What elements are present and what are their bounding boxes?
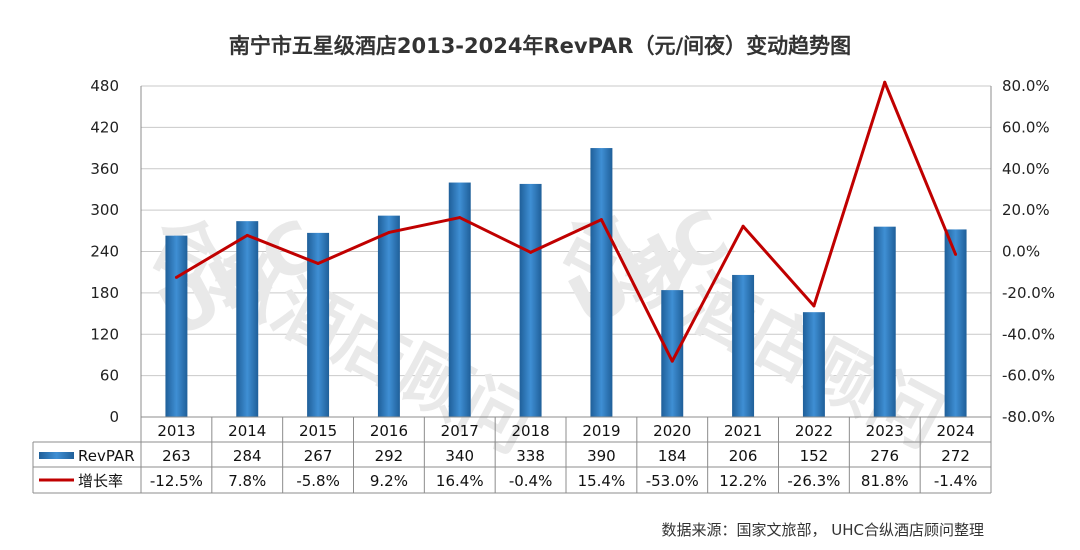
line-point: [812, 304, 816, 308]
bar: [661, 290, 684, 417]
bar-value-cell: 152: [800, 447, 829, 465]
line-point: [458, 216, 462, 220]
source-note: 数据来源：国家文旅部， UHC合纵酒店顾问整理: [661, 521, 984, 539]
line-point: [741, 224, 745, 228]
x-tick-label: 2022: [795, 422, 833, 440]
bar: [165, 235, 188, 417]
legend-label-bar: RevPAR: [78, 447, 135, 465]
growth-value-cell: 7.8%: [228, 472, 266, 490]
growth-value-cell: -5.8%: [296, 472, 340, 490]
axes: 0 60 120 180 240 300 360 420 480 -80.0% -60.0% -40.…: [90, 77, 1055, 493]
y-left-tick-label: 180: [90, 284, 119, 302]
bar: [802, 312, 825, 417]
bar: [448, 182, 471, 417]
y-left-tick-label: 60: [100, 367, 119, 385]
growth-value-cell: 81.8%: [861, 472, 909, 490]
x-tick-label: 2015: [299, 422, 337, 440]
bar: [307, 232, 330, 417]
x-tick-label: 2013: [157, 422, 195, 440]
y-right-tick-label: 80.0%: [1002, 77, 1050, 95]
bar-value-cell: 263: [162, 447, 191, 465]
bar: [732, 274, 755, 417]
x-tick-label: 2017: [441, 422, 479, 440]
bar: [873, 226, 896, 417]
x-tick-label: 2020: [653, 422, 691, 440]
y-right-tick-label: -80.0%: [1002, 408, 1055, 426]
growth-value-cell: 15.4%: [578, 472, 626, 490]
bar: [377, 215, 400, 417]
bar-value-cell: 292: [375, 447, 404, 465]
bar-value-cell: 206: [729, 447, 758, 465]
line-point: [387, 230, 391, 234]
y-left-tick-label: 120: [90, 325, 119, 343]
line-series: [174, 80, 958, 363]
x-tick-label: 2018: [511, 422, 549, 440]
bar-value-cell: 340: [445, 447, 474, 465]
x-tick-label: 2019: [582, 422, 620, 440]
legend-key-bar: [39, 452, 74, 459]
bar-value-cell: 272: [941, 447, 970, 465]
bar: [590, 148, 613, 417]
x-tick-label: 2024: [936, 422, 974, 440]
line-point: [316, 261, 320, 265]
y-left-tick-label: 0: [109, 408, 119, 426]
y-right-tick-label: -40.0%: [1002, 325, 1055, 343]
growth-value-cell: 9.2%: [370, 472, 408, 490]
line-point: [529, 250, 533, 254]
legend-label-line: 增长率: [78, 472, 123, 490]
growth-value-cell: 16.4%: [436, 472, 484, 490]
bar-series: [165, 148, 967, 417]
y-right-tick-label: -60.0%: [1002, 367, 1055, 385]
x-tick-label: 2023: [866, 422, 904, 440]
bar: [519, 183, 542, 417]
data-table: 2013 263 -12.5% 2014 284 7.8% 2015 267 -5.8% 2016…: [32, 416, 991, 494]
line-point: [670, 359, 674, 363]
bar-value-cell: 184: [658, 447, 687, 465]
growth-value-cell: -53.0%: [646, 472, 699, 490]
x-tick-label: 2021: [724, 422, 762, 440]
y-right-tick-label: 0.0%: [1002, 243, 1040, 261]
line-path: [175, 80, 957, 363]
bar-value-cell: 267: [304, 447, 333, 465]
x-tick-label: 2014: [228, 422, 266, 440]
y-right-tick-label: -20.0%: [1002, 284, 1055, 302]
y-right-tick-label: 20.0%: [1002, 201, 1050, 219]
bar-value-cell: 390: [587, 447, 616, 465]
growth-value-cell: 12.2%: [719, 472, 767, 490]
bar-value-cell: 338: [516, 447, 545, 465]
line-point: [245, 233, 249, 237]
line-point: [954, 252, 958, 256]
y-left-tick-label: 300: [90, 201, 119, 219]
y-left-tick-label: 240: [90, 243, 119, 261]
y-left-tick-label: 360: [90, 160, 119, 178]
bar-value-cell: 284: [233, 447, 262, 465]
bar: [944, 229, 967, 417]
growth-value-cell: -12.5%: [150, 472, 203, 490]
x-tick-label: 2016: [370, 422, 408, 440]
growth-value-cell: -1.4%: [934, 472, 978, 490]
chart-title: 南宁市五星级酒店2013-2024年RevPAR（元/间夜）变动趋势图: [228, 34, 852, 58]
y-left-tick-label: 420: [90, 118, 119, 136]
bar: [236, 221, 259, 417]
growth-value-cell: -26.3%: [787, 472, 840, 490]
bar-value-cell: 276: [870, 447, 899, 465]
line-point: [883, 80, 887, 84]
growth-value-cell: -0.4%: [509, 472, 553, 490]
y-right-tick-label: 40.0%: [1002, 160, 1050, 178]
y-right-tick-label: 60.0%: [1002, 118, 1050, 136]
line-point: [174, 275, 178, 279]
y-left-tick-label: 480: [90, 77, 119, 95]
line-point: [599, 218, 603, 222]
